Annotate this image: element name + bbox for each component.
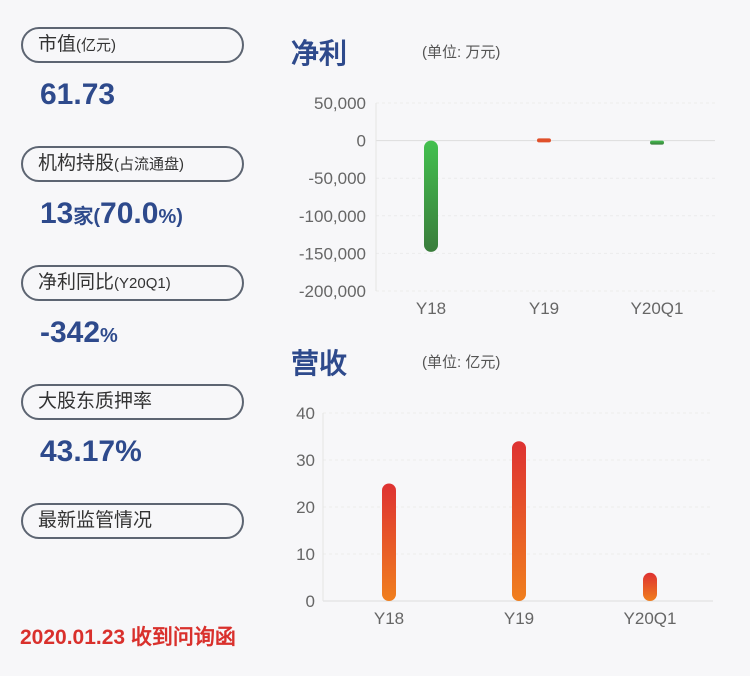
label-unit: (占流通盘) <box>114 156 185 173</box>
y-tick-label: 40 <box>296 404 315 423</box>
pledge-ratio-label[interactable]: 大股东质押率 <box>21 384 244 420</box>
y-tick-label: -200,000 <box>299 282 366 301</box>
market-cap-label[interactable]: 市值(亿元) <box>21 27 244 63</box>
regulation-news[interactable]: 2020.01.23 收到问询函 <box>20 626 236 649</box>
bar-Y19 <box>512 441 526 601</box>
institution-holding-value: 13家(70.0%) <box>40 197 183 231</box>
value2: 70.0 <box>100 197 159 230</box>
profit-yoy-value: -342% <box>40 316 118 350</box>
y-tick-label: 0 <box>306 592 315 611</box>
revenue-chart-title: 营收 <box>291 348 348 379</box>
y-tick-label: -150,000 <box>299 244 366 263</box>
value: -342 <box>40 316 101 349</box>
x-tick-label: Y20Q1 <box>624 609 677 628</box>
label-unit: (Y20Q1) <box>114 275 171 292</box>
bar-Y20Q1 <box>643 572 657 601</box>
label: 大股东质押率 <box>38 391 153 412</box>
value: 61.73 <box>40 78 116 111</box>
y-tick-label: 20 <box>296 498 315 517</box>
y-tick-label: -50,000 <box>308 169 366 188</box>
value: 43.17% <box>40 435 142 468</box>
institution-holding-label[interactable]: 机构持股(占流通盘) <box>21 146 244 182</box>
label: 市值 <box>38 34 77 55</box>
x-tick-label: Y18 <box>374 609 404 628</box>
value-suffix: %) <box>158 206 183 228</box>
profit-yoy-label[interactable]: 净利同比(Y20Q1) <box>21 265 244 301</box>
profit-chart-unit: (单位: 万元) <box>422 44 501 61</box>
label-unit: (亿元) <box>76 37 117 54</box>
value: 13 <box>40 197 74 230</box>
regulation-label[interactable]: 最新监管情况 <box>21 503 244 539</box>
y-tick-label: 30 <box>296 451 315 470</box>
bar-Y19 <box>537 138 551 143</box>
bar-Y20Q1 <box>650 140 664 145</box>
x-tick-label: Y19 <box>504 609 534 628</box>
revenue-chart-unit: (单位: 亿元) <box>422 354 501 371</box>
bar-Y18 <box>424 140 438 252</box>
value-mid: 家( <box>73 206 101 228</box>
y-tick-label: 50,000 <box>314 94 366 113</box>
market-cap-value: 61.73 <box>40 78 115 112</box>
profit-chart-title: 净利 <box>291 38 348 69</box>
label: 机构持股 <box>38 153 115 174</box>
x-tick-label: Y20Q1 <box>631 299 684 318</box>
y-tick-label: 0 <box>357 132 366 151</box>
label: 最新监管情况 <box>38 510 153 531</box>
bar-Y18 <box>382 483 396 601</box>
x-tick-label: Y18 <box>416 299 446 318</box>
x-tick-label: Y19 <box>529 299 559 318</box>
pledge-ratio-value: 43.17% <box>40 435 142 469</box>
y-tick-label: -100,000 <box>299 207 366 226</box>
value-suffix: % <box>100 325 118 347</box>
y-tick-label: 10 <box>296 545 315 564</box>
label: 净利同比 <box>38 272 115 293</box>
